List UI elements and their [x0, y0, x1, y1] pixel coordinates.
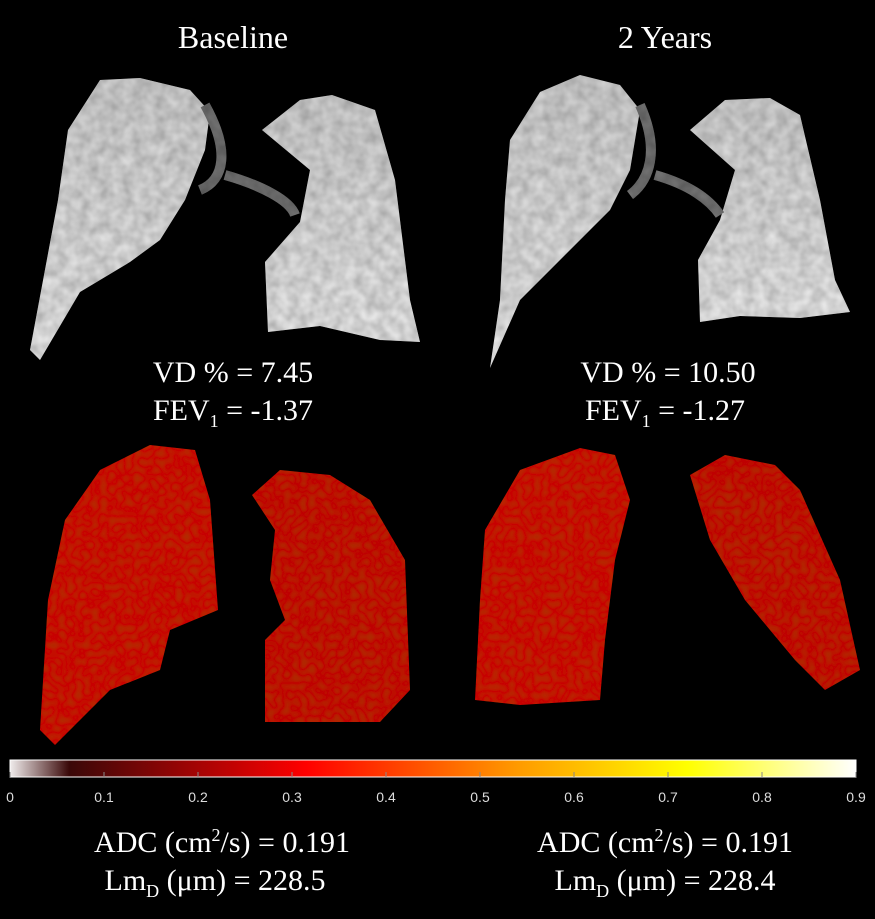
- colorbar: [9, 759, 857, 778]
- lm-value-rest: (μm) = 228.4: [609, 864, 775, 897]
- lm-value-text: Lm: [555, 864, 597, 897]
- adc-value-text: ADC (cm: [94, 826, 211, 859]
- panel-title: Baseline: [178, 19, 288, 55]
- tick-label: 0: [6, 789, 14, 805]
- tick-label: 0.2: [188, 789, 208, 805]
- tick-label: 0.3: [282, 789, 302, 805]
- tick-label: 0.1: [94, 789, 114, 805]
- mri-baseline: [30, 78, 420, 360]
- fev-value: FEV1 = -1.27: [585, 394, 745, 431]
- fev-value-script: 1: [642, 411, 651, 431]
- fev-value-rest: = -1.37: [219, 394, 313, 427]
- lm-value-rest: (μm) = 228.5: [159, 864, 325, 897]
- vd-value: VD % = 10.50: [580, 356, 755, 389]
- tick-label: 0.6: [564, 789, 584, 805]
- lm-value-script: D: [146, 881, 159, 901]
- lm-value-text: Lm: [105, 864, 147, 897]
- adc-value: ADC (cm2/s) = 0.191: [537, 825, 793, 859]
- vd-value: VD % = 7.45: [153, 356, 313, 389]
- fev-value-rest: = -1.27: [651, 394, 745, 427]
- fev-value-script: 1: [210, 411, 219, 431]
- adc-value-script: 2: [212, 825, 221, 845]
- tick-label: 0.8: [752, 789, 772, 805]
- lm-value: LmD (μm) = 228.5: [105, 864, 326, 901]
- tick-label: 0.9: [846, 789, 866, 805]
- colorbar-ticks: 0 0.1 0.2 0.3 0.4 0.5 0.6 0.7 0.8 0.9: [6, 772, 866, 805]
- tick-label: 0.4: [376, 789, 396, 805]
- fev-value-text: FEV: [153, 394, 210, 427]
- adc-value-rest: /s) = 0.191: [664, 826, 793, 859]
- fev-value: FEV1 = -1.37: [153, 394, 313, 431]
- adc-value-text: ADC (cm: [537, 826, 654, 859]
- adc-value-script: 2: [655, 825, 664, 845]
- adc-value-rest: /s) = 0.191: [221, 826, 350, 859]
- adc-value: ADC (cm2/s) = 0.191: [94, 825, 350, 859]
- tick-label: 0.7: [658, 789, 678, 805]
- lm-value-script: D: [596, 881, 609, 901]
- adc-map-baseline: [40, 445, 410, 745]
- lm-value: LmD (μm) = 228.4: [555, 864, 776, 901]
- fev-value-text: FEV: [585, 394, 642, 427]
- panel-title: 2 Years: [618, 19, 712, 55]
- mri-2-years: [490, 75, 850, 368]
- adc-map-2-years: [475, 448, 860, 705]
- tick-label: 0.5: [470, 789, 490, 805]
